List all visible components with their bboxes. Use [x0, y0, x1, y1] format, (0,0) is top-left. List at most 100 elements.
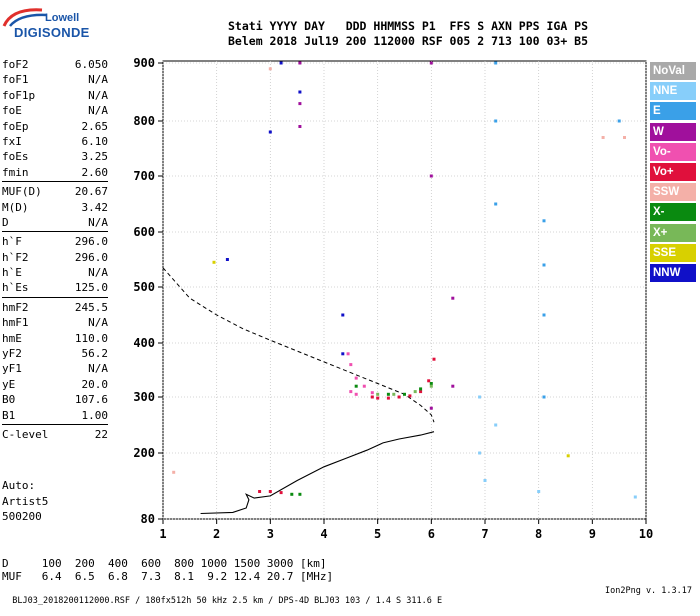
software-version: Ion2Png v. 1.3.17 — [605, 586, 692, 596]
echo-point-sse — [212, 260, 216, 264]
auto-version: 500200 — [2, 510, 42, 523]
param-name: yE — [2, 377, 16, 391]
echo-point-w — [451, 296, 455, 300]
param-row: yF2 56.2 — [2, 346, 108, 361]
param-row: fxI 6.10 — [2, 134, 108, 149]
distance-row: D 100 200 400 600 800 1000 1500 3000 [km… — [2, 557, 327, 570]
echo-point-vo — [408, 394, 412, 398]
plot-frame — [162, 60, 647, 520]
param-name: h`Es — [2, 281, 29, 295]
param-row: yF1 N/A — [2, 361, 108, 376]
distance-muf-table: D 100 200 400 600 800 1000 1500 3000 [km… — [2, 557, 333, 583]
param-name: foE — [2, 104, 22, 118]
x-tick-label: 6 — [428, 527, 435, 541]
echo-point-vo — [386, 396, 390, 400]
echo-point-vo — [370, 391, 374, 395]
echo-point-nne — [537, 490, 541, 493]
x-tick-label: 3 — [267, 527, 274, 541]
param-row: hmF2 245.5 — [2, 300, 108, 315]
profile-dashed-line — [162, 267, 435, 423]
param-separator — [2, 181, 108, 183]
profile-solid-line — [200, 431, 435, 515]
param-value: 2.60 — [81, 165, 109, 179]
param-value: 3.42 — [81, 200, 109, 214]
param-name: C-level — [2, 427, 49, 441]
echo-point-nnw — [298, 90, 302, 94]
y-tick-label: 500 — [133, 280, 155, 294]
y-tick-label: 200 — [133, 446, 155, 460]
echo-point-vo — [362, 384, 366, 388]
param-value: 296.0 — [74, 250, 108, 264]
autoscaling-info: Auto: Artist5 500200 — [2, 478, 48, 525]
echo-point-ssw — [172, 470, 176, 474]
param-row: hmF1 N/A — [2, 315, 108, 330]
echo-point-vo — [432, 357, 436, 361]
param-name: foF1p — [2, 88, 36, 102]
echo-point-vo — [346, 352, 350, 356]
y-tick-label: 700 — [133, 169, 155, 183]
param-separator — [2, 296, 108, 298]
param-row: h`E N/A — [2, 265, 108, 280]
param-row: foEp 2.65 — [2, 119, 108, 134]
echo-point-e — [542, 263, 546, 267]
param-name: hmF1 — [2, 316, 29, 330]
echo-point-x — [298, 492, 302, 496]
echo-point-vo — [349, 363, 353, 367]
logo-line1: Lowell — [45, 12, 80, 24]
echo-point-x — [392, 392, 396, 396]
echo-point-e — [494, 61, 498, 65]
echo-point-x — [429, 382, 433, 385]
param-row: foF2 6.050 — [2, 57, 108, 72]
param-name: h`F — [2, 235, 22, 249]
echo-point-vo — [354, 392, 358, 396]
echo-point-w — [451, 384, 455, 388]
param-row: yE 20.0 — [2, 377, 108, 392]
param-row: foEs 3.25 — [2, 149, 108, 164]
param-value: 125.0 — [74, 281, 108, 295]
echo-point-x — [376, 392, 380, 396]
echo-point-w — [429, 174, 433, 178]
echo-point-x — [290, 492, 294, 496]
x-tick-label: 7 — [481, 527, 488, 541]
param-row: D N/A — [2, 215, 108, 230]
echo-point-vo — [279, 491, 283, 495]
param-value: N/A — [88, 88, 108, 102]
echo-point-x — [429, 384, 433, 388]
x-tick-label: 8 — [535, 527, 542, 541]
echo-point-vo — [354, 376, 358, 380]
x-tick-label: 2 — [213, 527, 220, 541]
param-name: hmF2 — [2, 300, 29, 314]
echo-point-x — [413, 390, 417, 394]
footer-info: BLJ03_2018200112000.RSF / 180fx512h 50 k… — [2, 586, 698, 616]
legend-item-e: E — [650, 102, 696, 121]
logo-line2: DIGISONDE — [14, 25, 90, 40]
echo-point-x — [403, 392, 406, 396]
param-row: MUF(D) 20.67 — [2, 184, 108, 199]
param-name: B0 — [2, 393, 16, 407]
param-name: yF2 — [2, 347, 22, 361]
echo-point-vo — [268, 490, 272, 493]
param-name: fxI — [2, 134, 22, 148]
param-separator — [2, 423, 108, 425]
param-name: fmin — [2, 165, 29, 179]
legend-item-nnw: NNW — [650, 263, 696, 282]
echo-point-nne — [633, 495, 637, 499]
auto-program: Artist5 — [2, 494, 49, 508]
param-row: B0 107.6 — [2, 392, 108, 407]
echo-point-ssw — [601, 136, 605, 139]
echo-point-e — [542, 313, 546, 317]
y-tick-label: 900 — [133, 56, 155, 70]
echo-point-vo — [370, 395, 374, 399]
echo-point-e — [542, 395, 546, 399]
param-row: h`F 296.0 — [2, 234, 108, 249]
param-name: foEs — [2, 150, 29, 164]
param-name: h`F2 — [2, 250, 29, 264]
echo-point-nne — [478, 395, 482, 399]
param-value: 20.67 — [74, 185, 108, 199]
param-value: 22 — [94, 427, 108, 441]
echo-point-w — [298, 61, 302, 65]
param-name: MUF(D) — [2, 185, 42, 199]
param-row: foE N/A — [2, 103, 108, 118]
y-tick-label: 300 — [133, 390, 155, 404]
echo-point-nne — [483, 479, 487, 482]
